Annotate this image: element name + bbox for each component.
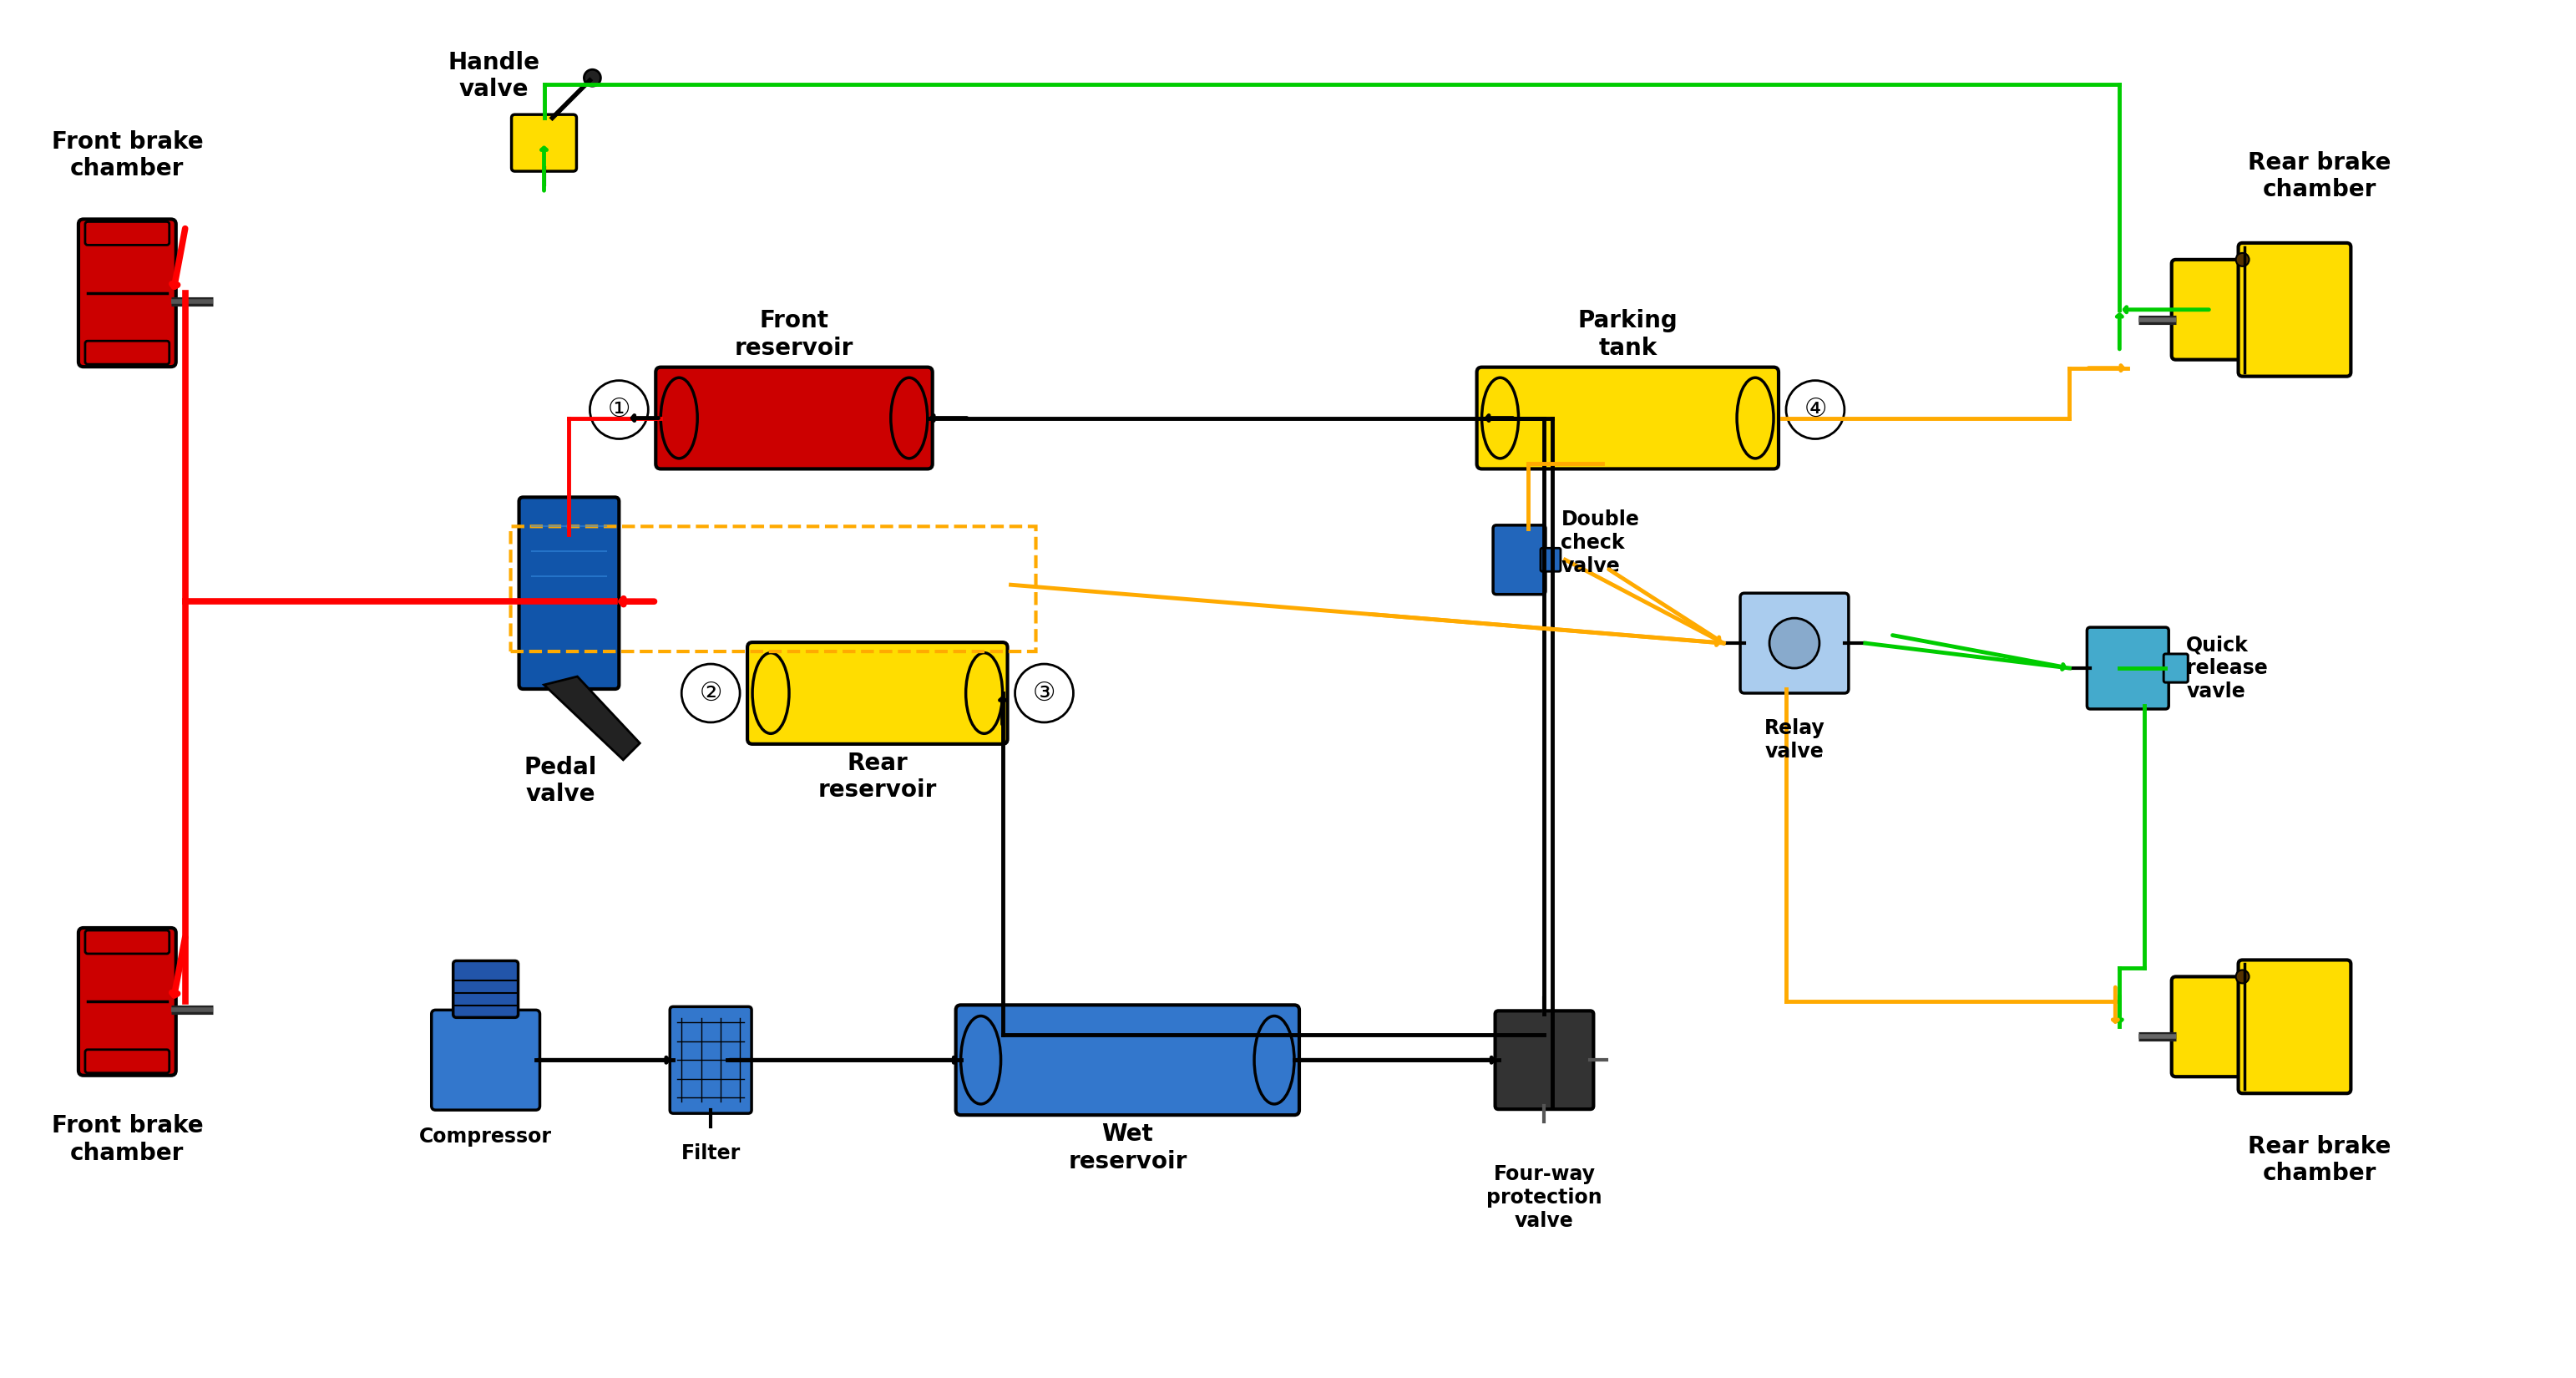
FancyBboxPatch shape xyxy=(85,1050,170,1073)
Text: Filter: Filter xyxy=(680,1144,739,1163)
Circle shape xyxy=(1770,619,1819,668)
FancyBboxPatch shape xyxy=(2239,960,2352,1093)
Text: ①: ① xyxy=(608,398,631,422)
Text: ②: ② xyxy=(698,681,721,706)
Text: Handle
valve: Handle valve xyxy=(448,51,541,101)
Ellipse shape xyxy=(961,1016,1002,1104)
FancyBboxPatch shape xyxy=(430,1010,541,1111)
Circle shape xyxy=(2236,970,2249,984)
Text: ③: ③ xyxy=(1033,681,1056,706)
Ellipse shape xyxy=(1736,378,1772,459)
FancyBboxPatch shape xyxy=(2164,655,2187,682)
Text: Rear brake
chamber: Rear brake chamber xyxy=(2249,150,2391,201)
FancyBboxPatch shape xyxy=(77,219,175,367)
Text: Front
reservoir: Front reservoir xyxy=(734,309,853,360)
Text: Relay
valve: Relay valve xyxy=(1765,718,1824,762)
Text: Compressor: Compressor xyxy=(420,1127,551,1146)
FancyBboxPatch shape xyxy=(2172,977,2251,1076)
Polygon shape xyxy=(544,677,639,759)
FancyBboxPatch shape xyxy=(85,930,170,954)
Text: Rear brake
chamber: Rear brake chamber xyxy=(2249,1135,2391,1185)
Text: Pedal
valve: Pedal valve xyxy=(523,755,598,806)
Circle shape xyxy=(1015,664,1074,722)
FancyBboxPatch shape xyxy=(77,927,175,1075)
FancyBboxPatch shape xyxy=(85,222,170,245)
FancyBboxPatch shape xyxy=(85,340,170,364)
FancyBboxPatch shape xyxy=(2164,655,2187,682)
Text: Parking
tank: Parking tank xyxy=(1577,309,1677,360)
Text: Front brake
chamber: Front brake chamber xyxy=(52,1115,204,1164)
FancyBboxPatch shape xyxy=(2087,627,2169,710)
Ellipse shape xyxy=(752,653,788,733)
Ellipse shape xyxy=(659,378,698,459)
Text: Wet
reservoir: Wet reservoir xyxy=(1069,1123,1188,1173)
FancyBboxPatch shape xyxy=(2172,259,2251,360)
Circle shape xyxy=(590,380,649,438)
Text: Quick
release
vavle: Quick release vavle xyxy=(2187,635,2267,701)
FancyBboxPatch shape xyxy=(1494,1011,1595,1109)
Ellipse shape xyxy=(891,378,927,459)
FancyBboxPatch shape xyxy=(747,642,1007,744)
FancyBboxPatch shape xyxy=(1540,548,1561,572)
Text: ④: ④ xyxy=(1803,398,1826,422)
Text: Double
check
valve: Double check valve xyxy=(1561,510,1638,576)
FancyBboxPatch shape xyxy=(2239,243,2352,376)
Circle shape xyxy=(2236,254,2249,266)
Circle shape xyxy=(1785,380,1844,438)
FancyBboxPatch shape xyxy=(956,1005,1298,1115)
FancyBboxPatch shape xyxy=(453,960,518,1017)
FancyBboxPatch shape xyxy=(1476,367,1777,469)
Ellipse shape xyxy=(1255,1016,1293,1104)
FancyBboxPatch shape xyxy=(518,497,618,689)
Text: Front brake
chamber: Front brake chamber xyxy=(52,130,204,181)
Text: Four-way
protection
valve: Four-way protection valve xyxy=(1486,1164,1602,1231)
Circle shape xyxy=(683,664,739,722)
Circle shape xyxy=(585,69,600,87)
FancyBboxPatch shape xyxy=(670,1007,752,1113)
FancyBboxPatch shape xyxy=(1494,525,1546,594)
Ellipse shape xyxy=(966,653,1002,733)
FancyBboxPatch shape xyxy=(657,367,933,469)
Text: Rear
reservoir: Rear reservoir xyxy=(819,751,938,802)
FancyBboxPatch shape xyxy=(1741,593,1850,693)
FancyBboxPatch shape xyxy=(513,114,577,171)
Ellipse shape xyxy=(1481,378,1517,459)
